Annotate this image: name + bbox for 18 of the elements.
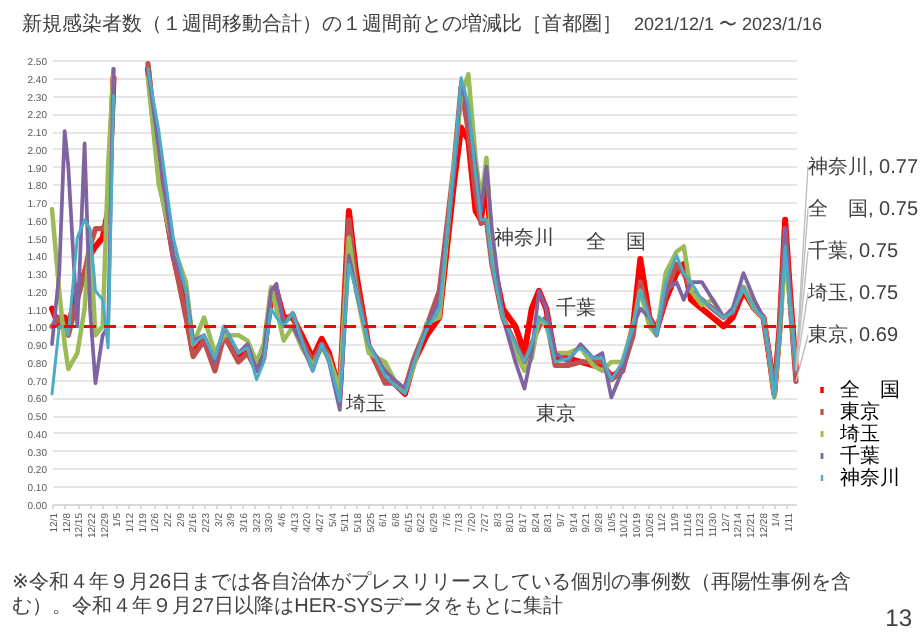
- annotation: 千葉, 0.75: [808, 238, 899, 263]
- annotation: 神奈川, 0.77: [808, 154, 919, 179]
- text: ※令和４年９月26日までは各自治体がプレスリリースしている個別の事例数（再陽性事例を含む）。令和４年９月27日以降はHER-SYSデータをもとに集計: [12, 570, 852, 618]
- annotation: 埼玉, 0.75: [806, 281, 899, 306]
- annotation: 全 国, 0.75: [808, 196, 919, 221]
- legend-label: 神奈川: [840, 466, 900, 490]
- annotation: 千葉: [556, 296, 596, 320]
- annotation: 東京: [536, 402, 576, 426]
- chart-title: 新規感染者数（１週間移動合計）の１週間前との増減比［首都圏］: [22, 12, 622, 36]
- text: 13: [885, 604, 913, 632]
- annotation: 埼玉: [344, 392, 386, 416]
- annotation: 全 国: [586, 230, 646, 254]
- legend-label: 千葉: [840, 444, 880, 468]
- annotation: 東京, 0.69: [808, 323, 899, 348]
- legend-label: 全 国: [840, 378, 900, 402]
- legend-label: 埼玉: [838, 422, 880, 446]
- legend-label: 東京: [840, 400, 880, 424]
- chart-subtitle: 2021/12/1 〜 2023/1/16: [633, 14, 823, 34]
